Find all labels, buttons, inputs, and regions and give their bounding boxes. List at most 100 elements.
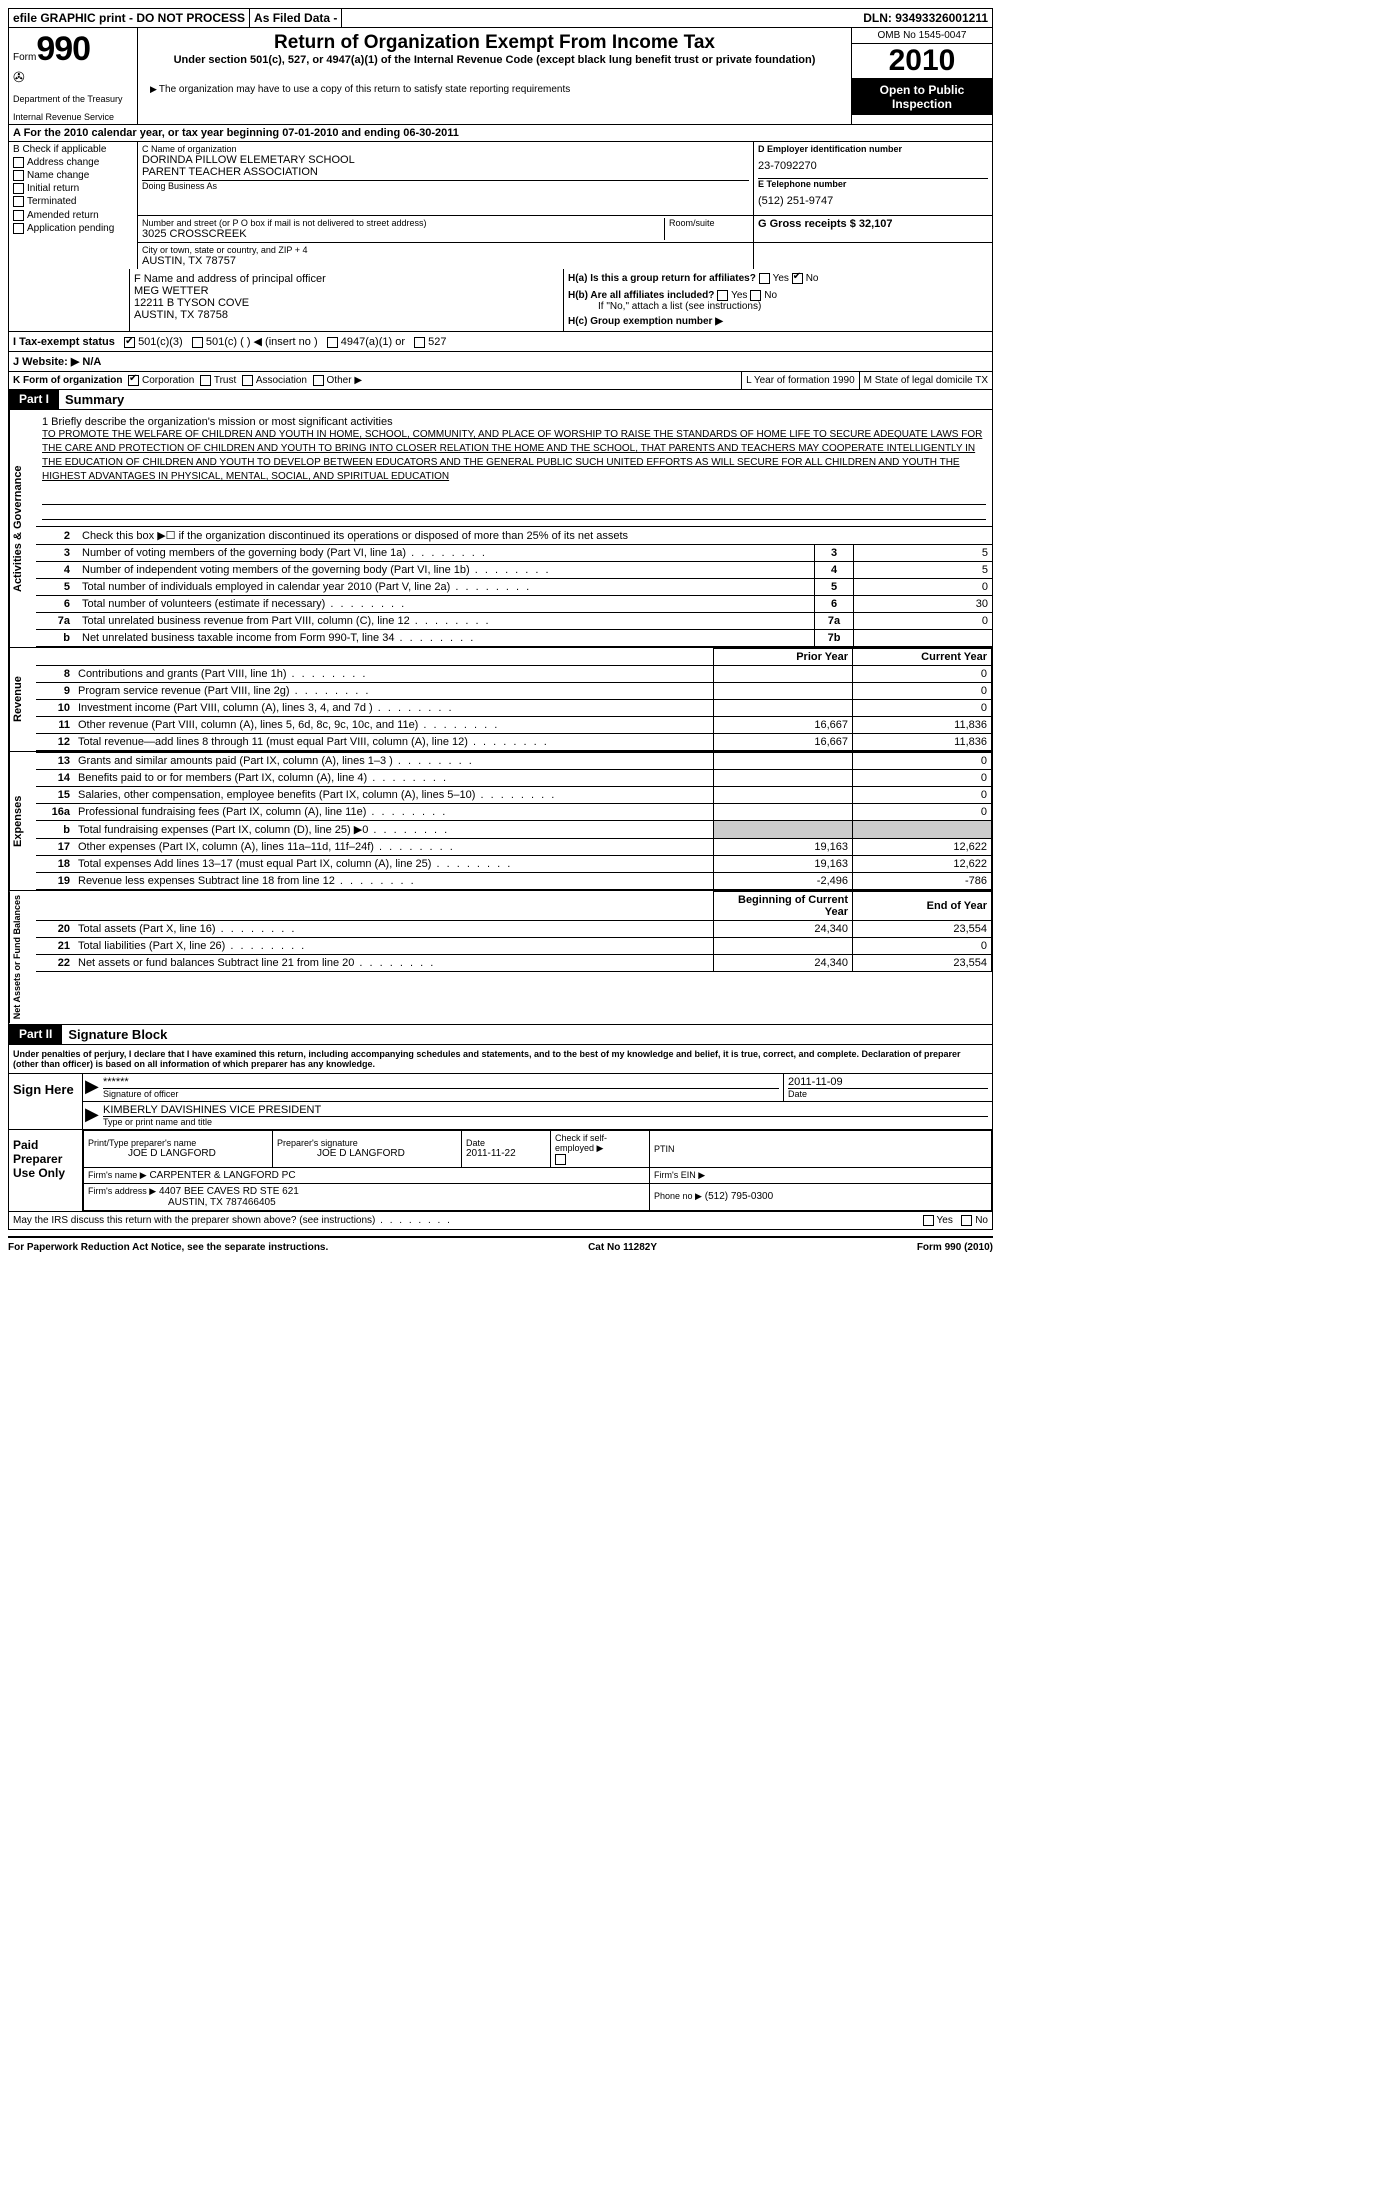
form-ref: Form 990 (2010)	[917, 1242, 993, 1253]
fin-row: 14Benefits paid to or for members (Part …	[36, 770, 992, 787]
chk-corp[interactable]	[128, 375, 139, 386]
tax-exempt-status: I Tax-exempt status 501(c)(3) 501(c) ( )…	[8, 332, 993, 352]
discuss-line: May the IRS discuss this return with the…	[9, 1211, 992, 1229]
chk-4947[interactable]	[327, 337, 338, 348]
fin-row: 22Net assets or fund balances Subtract l…	[36, 955, 992, 972]
chk-amended[interactable]: Amended return	[13, 210, 133, 221]
form-subtitle: Under section 501(c), 527, or 4947(a)(1)…	[142, 54, 847, 66]
omb-no: OMB No 1545-0047	[852, 28, 992, 44]
form-title: Return of Organization Exempt From Incom…	[142, 32, 847, 54]
fin-row: 18Total expenses Add lines 13–17 (must e…	[36, 856, 992, 873]
side-expenses: Expenses	[9, 752, 36, 890]
fin-row: 19Revenue less expenses Subtract line 18…	[36, 873, 992, 890]
line-klm: K Form of organization Corporation Trust…	[8, 372, 993, 390]
gov-row: 3Number of voting members of the governi…	[36, 545, 992, 562]
dept-treasury: Department of the Treasury	[13, 94, 133, 104]
header-left: Form990 ✇ Department of the Treasury Int…	[9, 28, 138, 124]
gov-row: 6Total number of volunteers (estimate if…	[36, 596, 992, 613]
chk-501c[interactable]	[192, 337, 203, 348]
fin-row: 17Other expenses (Part IX, column (A), l…	[36, 839, 992, 856]
chk-other[interactable]	[313, 375, 324, 386]
row-a: A For the 2010 calendar year, or tax yea…	[8, 125, 993, 142]
form-word: Form	[13, 52, 36, 63]
principal-officer: F Name and address of principal officer …	[130, 269, 564, 331]
fin-row: 9Program service revenue (Part VIII, lin…	[36, 683, 992, 700]
gov-table: 2Check this box ▶☐ if the organization d…	[36, 527, 992, 647]
paid-preparer-row: Paid Preparer Use Only Print/Type prepar…	[9, 1129, 992, 1211]
activities-governance: Activities & Governance 1 Briefly descri…	[8, 410, 993, 648]
as-filed: As Filed Data -	[250, 9, 342, 27]
gov-row: 7aTotal unrelated business revenue from …	[36, 613, 992, 630]
chk-527[interactable]	[414, 337, 425, 348]
signature-block: Under penalties of perjury, I declare th…	[8, 1045, 993, 1230]
form-header: Form990 ✇ Department of the Treasury Int…	[8, 28, 993, 125]
revenue-section: Revenue Prior YearCurrent Year8Contribut…	[8, 648, 993, 752]
open-inspection: Open to Public Inspection	[852, 79, 992, 115]
hb-yes[interactable]	[717, 290, 728, 301]
fin-row: 12Total revenue—add lines 8 through 11 (…	[36, 734, 992, 751]
chk-pending[interactable]: Application pending	[13, 223, 133, 234]
chk-assoc[interactable]	[242, 375, 253, 386]
part-ii-header: Part II Signature Block	[8, 1025, 993, 1045]
side-revenue: Revenue	[9, 648, 36, 751]
hb-no[interactable]	[750, 290, 761, 301]
expenses-table: 13Grants and similar amounts paid (Part …	[36, 752, 992, 890]
form-990: 990	[36, 30, 90, 68]
netassets-table: Beginning of Current YearEnd of Year20To…	[36, 891, 992, 972]
fin-row: 15Salaries, other compensation, employee…	[36, 787, 992, 804]
fin-row: 8Contributions and grants (Part VIII, li…	[36, 666, 992, 683]
b-title: B Check if applicable	[13, 144, 133, 155]
perjury-text: Under penalties of perjury, I declare th…	[9, 1045, 992, 1073]
gross-receipts: G Gross receipts $ 32,107	[753, 216, 992, 242]
top-bar: efile GRAPHIC print - DO NOT PROCESS As …	[8, 8, 993, 28]
cat-no: Cat No 11282Y	[588, 1242, 657, 1253]
m-state: M State of legal domicile TX	[859, 372, 992, 389]
header-right: OMB No 1545-0047 2010 Open to Public Ins…	[851, 28, 992, 124]
fin-row: 11Other revenue (Part VIII, column (A), …	[36, 717, 992, 734]
city-block: City or town, state or country, and ZIP …	[138, 243, 753, 269]
col-c: C Name of organization DORINDA PILLOW EL…	[138, 142, 992, 269]
dln: DLN: 93493326001211	[859, 9, 992, 27]
mission-block: 1 Briefly describe the organization's mi…	[36, 410, 992, 527]
discuss-no[interactable]	[961, 1215, 972, 1226]
chk-trust[interactable]	[200, 375, 211, 386]
k-form-org: K Form of organization Corporation Trust…	[9, 372, 741, 389]
fin-row: 20Total assets (Part X, line 16)24,34023…	[36, 921, 992, 938]
fin-row: 10Investment income (Part VIII, column (…	[36, 700, 992, 717]
state-note: The organization may have to use a copy …	[142, 84, 847, 95]
col-b-checkboxes: B Check if applicable Address change Nam…	[9, 142, 138, 269]
side-netassets: Net Assets or Fund Balances	[9, 891, 36, 1023]
sign-here-label: Sign Here	[9, 1074, 83, 1129]
l-year: L Year of formation 1990	[741, 372, 859, 389]
paid-preparer-label: Paid Preparer Use Only	[9, 1130, 83, 1211]
chk-501c3[interactable]	[124, 337, 135, 348]
chk-terminated[interactable]: Terminated	[13, 196, 133, 207]
gov-row: 2Check this box ▶☐ if the organization d…	[36, 527, 992, 545]
fin-row: 16aProfessional fundraising fees (Part I…	[36, 804, 992, 821]
irs-label: Internal Revenue Service	[13, 112, 133, 122]
chk-initial[interactable]: Initial return	[13, 183, 133, 194]
website-line: J Website: ▶ N/A	[8, 352, 993, 372]
street-block: Number and street (or P O box if mail is…	[138, 216, 753, 242]
chk-name[interactable]: Name change	[13, 170, 133, 181]
section-bcd: B Check if applicable Address change Nam…	[8, 142, 993, 269]
group-return: H(a) Is this a group return for affiliat…	[564, 269, 992, 331]
page-footer: For Paperwork Reduction Act Notice, see …	[8, 1236, 993, 1257]
part-i-header: Part I Summary	[8, 390, 993, 410]
gov-row: 4Number of independent voting members of…	[36, 562, 992, 579]
discuss-yes[interactable]	[923, 1215, 934, 1226]
side-activities: Activities & Governance	[9, 410, 36, 647]
efile-notice: efile GRAPHIC print - DO NOT PROCESS	[9, 9, 250, 27]
chk-address[interactable]: Address change	[13, 157, 133, 168]
gov-row: 5Total number of individuals employed in…	[36, 579, 992, 596]
ha-no[interactable]	[792, 273, 803, 284]
ha-yes[interactable]	[759, 273, 770, 284]
org-name-block: C Name of organization DORINDA PILLOW EL…	[138, 142, 753, 215]
header-center: Return of Organization Exempt From Incom…	[138, 28, 851, 124]
revenue-table: Prior YearCurrent Year8Contributions and…	[36, 648, 992, 751]
gov-row: bNet unrelated business taxable income f…	[36, 630, 992, 647]
tax-year: 2010	[852, 44, 992, 79]
section-fh: F Name and address of principal officer …	[8, 269, 993, 332]
fin-row: bTotal fundraising expenses (Part IX, co…	[36, 821, 992, 839]
chk-self-employed[interactable]	[555, 1154, 566, 1165]
